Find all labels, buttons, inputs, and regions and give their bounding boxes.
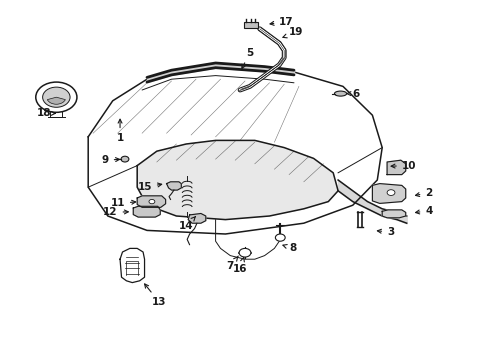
Text: 4: 4 [416,206,433,216]
Text: 18: 18 [37,108,55,118]
Text: 3: 3 [377,227,394,237]
Text: 10: 10 [391,161,416,171]
Text: 6: 6 [347,89,360,99]
Polygon shape [167,182,181,190]
Polygon shape [120,248,145,283]
Polygon shape [382,210,406,218]
Text: 12: 12 [103,207,128,217]
Circle shape [121,156,129,162]
Polygon shape [372,184,406,203]
Text: 17: 17 [270,17,294,27]
Circle shape [43,87,70,107]
Text: 7: 7 [226,256,238,271]
Text: 9: 9 [101,155,120,165]
Circle shape [275,234,285,241]
Text: 1: 1 [117,119,123,143]
Polygon shape [133,206,160,217]
Text: 19: 19 [283,27,303,38]
Polygon shape [137,140,338,220]
Text: 16: 16 [233,257,247,274]
Text: 5: 5 [242,48,253,68]
Text: 11: 11 [110,198,136,208]
Wedge shape [48,97,65,104]
FancyBboxPatch shape [244,22,258,28]
Polygon shape [188,213,206,223]
Circle shape [149,199,155,204]
Circle shape [387,190,395,195]
Circle shape [239,248,251,257]
Polygon shape [137,196,166,207]
Polygon shape [387,160,406,175]
Text: 14: 14 [179,216,196,231]
Text: 2: 2 [416,188,433,198]
Ellipse shape [334,91,346,96]
Text: 15: 15 [137,182,162,192]
Text: 8: 8 [283,243,296,253]
Text: 13: 13 [145,284,167,307]
